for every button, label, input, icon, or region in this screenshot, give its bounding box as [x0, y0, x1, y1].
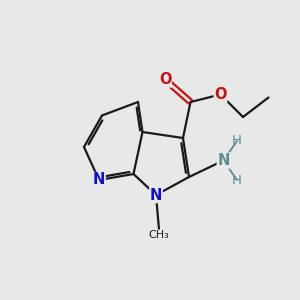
Text: CH₃: CH₃: [148, 230, 170, 240]
Text: O: O: [159, 72, 171, 87]
Text: H: H: [232, 173, 242, 187]
Text: H: H: [232, 134, 242, 148]
Text: N: N: [93, 172, 105, 188]
Text: O: O: [214, 87, 227, 102]
Text: N: N: [150, 188, 162, 202]
Text: N: N: [217, 153, 230, 168]
